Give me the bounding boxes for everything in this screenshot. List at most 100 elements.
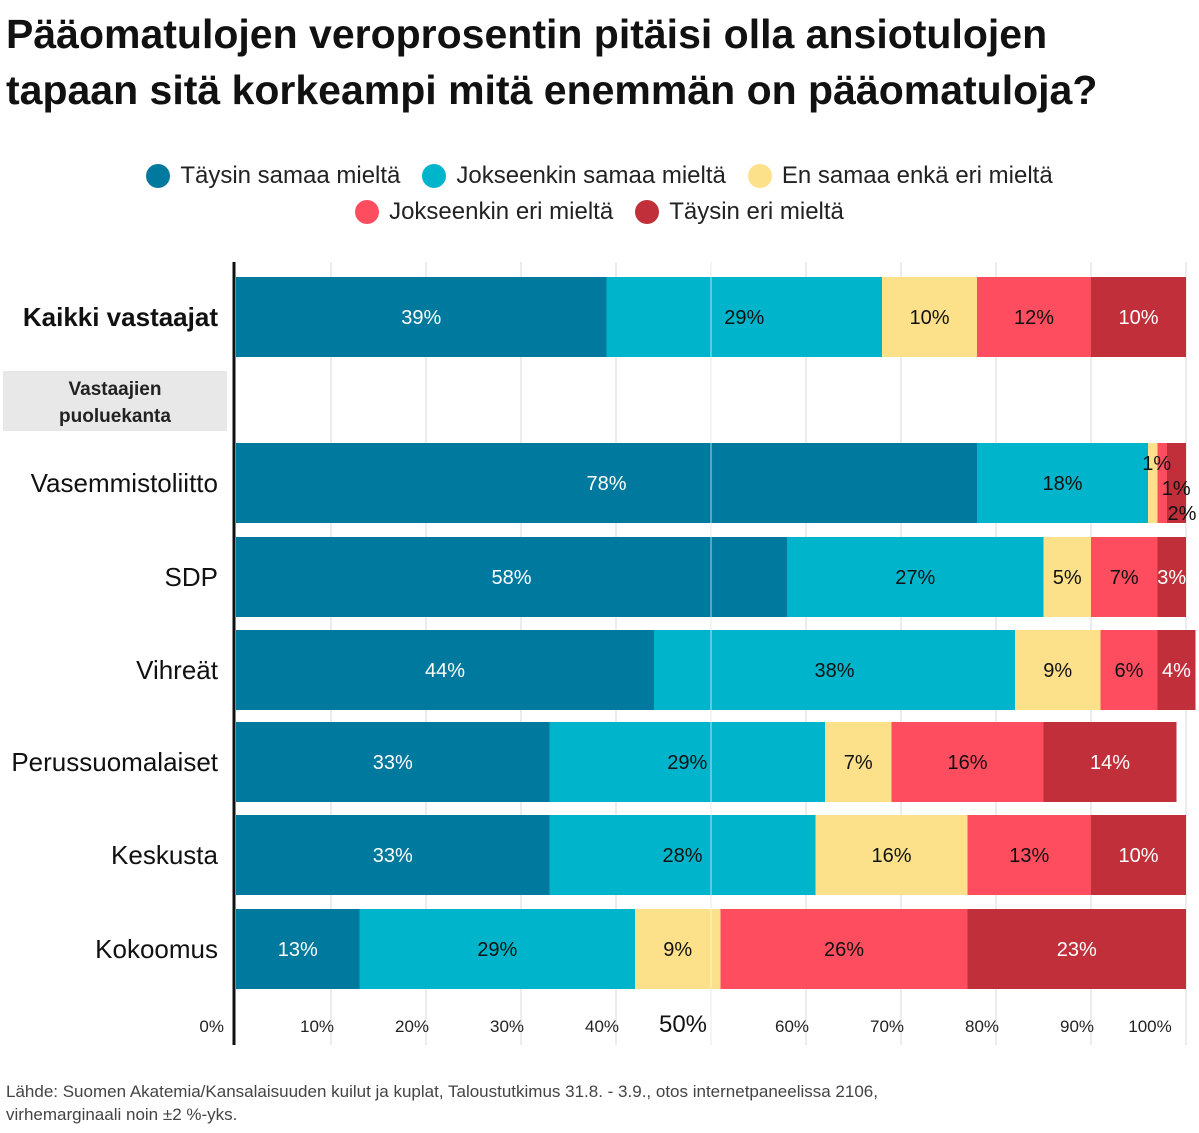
value-label-perussuomalaiset-taysin-eri-mielta: 14% — [1090, 752, 1130, 774]
bar-kokoomus-taysin-eri-mielta — [967, 909, 1186, 989]
legend: Täysin samaa mieltä Jokseenkin samaa mie… — [0, 158, 1199, 230]
row-label-kokoomus: Kokoomus — [95, 934, 218, 964]
x-tick-label-80: 80% — [965, 1017, 999, 1036]
bar-kaikki-vastaajat-en-samaa-enka-eri-mielta — [882, 277, 977, 357]
legend-label-jokseenkin-samaa: Jokseenkin samaa mieltä — [456, 162, 726, 189]
bar-vasemmistoliitto-en-samaa-enka-eri-mielta — [1148, 443, 1158, 523]
x-tick-label-50: 50% — [659, 1011, 707, 1038]
bar-kokoomus-jokseenkin-eri-mielta — [720, 909, 968, 989]
value-label-keskusta-jokseenkin-samaa-mielta: 28% — [662, 845, 702, 867]
x-tick-label-0: 0% — [199, 1017, 224, 1036]
value-label-vihreat-taysin-eri-mielta: 4% — [1162, 660, 1191, 682]
x-tick-label-40: 40% — [585, 1017, 619, 1036]
bar-vasemmistoliitto-jokseenkin-samaa-mielta — [977, 443, 1148, 523]
row-label-keskusta: Keskusta — [111, 840, 218, 870]
value-label-vihreat-jokseenkin-eri-mielta: 6% — [1115, 660, 1144, 682]
source-line2: virhemarginaali noin ±2 %-yks. — [6, 1105, 238, 1124]
bar-kaikki-vastaajat-jokseenkin-eri-mielta — [977, 277, 1091, 357]
chart-title-line1: Pääomatulojen veroprosentin pitäisi olla… — [6, 11, 1048, 57]
value-label-perussuomalaiset-jokseenkin-samaa-mielta: 29% — [667, 752, 707, 774]
value-label-kaikki-vastaajat-taysin-samaa-mielta: 39% — [401, 307, 441, 329]
source-line1: Lähde: Suomen Akatemia/Kansalaisuuden ku… — [6, 1082, 878, 1101]
value-label-kokoomus-jokseenkin-samaa-mielta: 29% — [477, 939, 517, 961]
bars-layer — [236, 277, 1196, 989]
x-tick-label-10: 10% — [300, 1017, 334, 1036]
labels-layer: 39% 29% 10% 12% 10% Kaikki vastaajat 78% 18% 1% 1… — [11, 302, 1196, 1038]
bar-kokoomus-taysin-samaa-mielta — [236, 909, 360, 989]
bar-vasemmistoliitto-taysin-samaa-mielta — [236, 443, 977, 523]
legend-row-1: Täysin samaa mieltä Jokseenkin samaa mie… — [0, 158, 1199, 194]
bar-sdp-jokseenkin-samaa-mielta — [787, 537, 1044, 617]
x-tick-label-20: 20% — [395, 1017, 429, 1036]
value-label-kaikki-vastaajat-jokseenkin-samaa-mielta: 29% — [724, 307, 764, 329]
bar-kaikki-vastaajat-taysin-samaa-mielta — [236, 277, 607, 357]
group-label-line2: puoluekanta — [59, 406, 171, 427]
value-label-kaikki-vastaajat-en-samaa-enka-eri-mielta: 10% — [909, 307, 949, 329]
bar-vasemmistoliitto-taysin-eri-mielta — [1167, 443, 1186, 523]
bar-kaikki-vastaajat-taysin-eri-mielta — [1091, 277, 1186, 357]
bar-keskusta-jokseenkin-eri-mielta — [967, 815, 1091, 895]
bar-keskusta-taysin-eri-mielta — [1091, 815, 1186, 895]
bar-perussuomalaiset-en-samaa-enka-eri-mielta — [825, 722, 892, 802]
legend-label-taysin-eri: Täysin eri mieltä — [669, 198, 844, 225]
bar-perussuomalaiset-taysin-eri-mielta — [1043, 722, 1177, 802]
value-label-sdp-jokseenkin-eri-mielta: 7% — [1110, 567, 1139, 589]
row-label-kaikki-vastaajat: Kaikki vastaajat — [23, 302, 218, 332]
group-label-background — [3, 371, 227, 431]
bar-keskusta-en-samaa-enka-eri-mielta — [815, 815, 968, 895]
legend-swatch-neutral — [747, 164, 772, 188]
value-label-kaikki-vastaajat-taysin-eri-mielta: 10% — [1118, 307, 1158, 329]
row-label-sdp: SDP — [165, 562, 218, 592]
value-label-keskusta-jokseenkin-eri-mielta: 13% — [1009, 845, 1049, 867]
bar-kokoomus-jokseenkin-samaa-mielta — [359, 909, 635, 989]
legend-label-neutral: En samaa enkä eri mieltä — [781, 162, 1053, 189]
value-label-vihreat-jokseenkin-samaa-mielta: 38% — [814, 660, 854, 682]
bar-vasemmistoliitto-jokseenkin-eri-mielta — [1157, 443, 1167, 523]
bar-vihreat-taysin-eri-mielta — [1157, 630, 1196, 710]
value-label-kokoomus-jokseenkin-eri-mielta: 26% — [824, 939, 864, 961]
group-label-line1: Vastaajien — [69, 379, 162, 400]
value-label-perussuomalaiset-en-samaa-enka-eri-mielta: 7% — [844, 752, 873, 774]
bar-perussuomalaiset-taysin-samaa-mielta — [236, 722, 550, 802]
source-note: Lähde: Suomen Akatemia/Kansalaisuuden ku… — [6, 1080, 1191, 1126]
row-label-vihreat: Vihreät — [136, 655, 219, 685]
chart-title: Pääomatulojen veroprosentin pitäisi olla… — [6, 6, 1191, 118]
legend-label-jokseenkin-eri: Jokseenkin eri mieltä — [389, 198, 614, 225]
x-tick-label-60: 60% — [775, 1017, 809, 1036]
value-label-kokoomus-taysin-eri-mielta: 23% — [1057, 939, 1097, 961]
legend-label-taysin-samaa: Täysin samaa mieltä — [180, 162, 401, 189]
x-tick-label-100: 100% — [1128, 1017, 1171, 1036]
legend-swatch-taysin-eri — [635, 200, 660, 224]
value-label-kokoomus-en-samaa-enka-eri-mielta: 9% — [663, 939, 692, 961]
chart-title-line2: tapaan sitä korkeampi mitä enemmän on pä… — [6, 67, 1098, 113]
value-label-perussuomalaiset-jokseenkin-eri-mielta: 16% — [947, 752, 987, 774]
x-tick-label-70: 70% — [870, 1017, 904, 1036]
bar-vihreat-jokseenkin-eri-mielta — [1100, 630, 1158, 710]
value-label-keskusta-taysin-samaa-mielta: 33% — [373, 845, 413, 867]
value-label-kaikki-vastaajat-jokseenkin-eri-mielta: 12% — [1014, 307, 1054, 329]
value-label-vasemmistoliitto-taysin-eri-mielta: 2% — [1168, 503, 1197, 525]
bar-kaikki-vastaajat-jokseenkin-samaa-mielta — [606, 277, 882, 357]
x-tick-label-90: 90% — [1060, 1017, 1094, 1036]
row-label-vasemmistoliitto: Vasemmistoliitto — [31, 468, 218, 498]
value-label-kokoomus-taysin-samaa-mielta: 13% — [278, 939, 318, 961]
legend-swatch-jokseenkin-samaa — [422, 164, 447, 188]
bar-sdp-jokseenkin-eri-mielta — [1091, 537, 1158, 617]
bar-keskusta-taysin-samaa-mielta — [236, 815, 550, 895]
value-label-vasemmistoliitto-jokseenkin-samaa-mielta: 18% — [1042, 473, 1082, 495]
value-label-vasemmistoliitto-jokseenkin-eri-mielta: 1% — [1162, 478, 1191, 500]
bar-vihreat-en-samaa-enka-eri-mielta — [1015, 630, 1101, 710]
bar-perussuomalaiset-jokseenkin-eri-mielta — [891, 722, 1044, 802]
value-label-sdp-taysin-samaa-mielta: 58% — [491, 567, 531, 589]
overlay-layer — [232, 262, 712, 1045]
value-label-vihreat-taysin-samaa-mielta: 44% — [425, 660, 465, 682]
value-label-vihreat-en-samaa-enka-eri-mielta: 9% — [1043, 660, 1072, 682]
value-label-vasemmistoliitto-taysin-samaa-mielta: 78% — [586, 473, 626, 495]
value-label-sdp-en-samaa-enka-eri-mielta: 5% — [1053, 567, 1082, 589]
value-label-sdp-jokseenkin-samaa-mielta: 27% — [895, 567, 935, 589]
legend-swatch-jokseenkin-eri — [355, 200, 380, 224]
legend-item-jokseenkin-eri: Jokseenkin eri mieltä — [355, 198, 613, 226]
row-label-perussuomalaiset: Perussuomalaiset — [11, 747, 218, 777]
bar-vihreat-taysin-samaa-mielta — [236, 630, 654, 710]
